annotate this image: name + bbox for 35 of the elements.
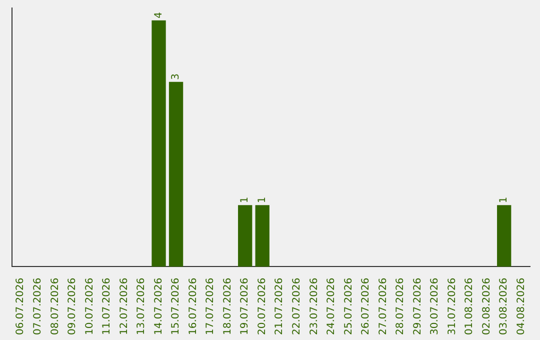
x-tick-label: 02.08.2026 <box>481 278 492 336</box>
x-tick-label: 17.07.2026 <box>205 278 216 336</box>
x-tick-label: 30.07.2026 <box>430 278 441 336</box>
x-tick-label: 01.08.2026 <box>464 278 476 336</box>
x-tick-label: 18.07.2026 <box>222 278 234 336</box>
x-tick-label: 06.07.2026 <box>15 278 26 336</box>
x-tick-label: 26.07.2026 <box>360 278 372 336</box>
x-tick-label: 25.07.2026 <box>343 278 354 336</box>
x-tick-label: 19.07.2026 <box>240 278 251 336</box>
x-tick-label: 24.07.2026 <box>326 278 338 336</box>
x-tick-label: 08.07.2026 <box>50 278 61 336</box>
x-tick-label: 09.07.2026 <box>67 278 78 336</box>
x-tick-label: 13.07.2026 <box>136 278 148 336</box>
x-tick-label: 20.07.2026 <box>256 278 268 336</box>
x-tick-label: 16.07.2026 <box>188 278 199 336</box>
x-tick-label: 31.07.2026 <box>446 278 458 336</box>
x-tick-label: 15.07.2026 <box>170 278 182 336</box>
x-tick-label: 04.08.2026 <box>516 278 527 336</box>
data-label: 1 <box>256 196 268 204</box>
x-tick-label: 28.07.2026 <box>395 278 406 336</box>
x-tick-label: 14.07.2026 <box>153 278 164 336</box>
x-tick-label: 11.07.2026 <box>102 278 113 336</box>
x-tick-label: 21.07.2026 <box>274 278 286 336</box>
x-tick-label: 29.07.2026 <box>412 278 424 336</box>
data-label: 3 <box>170 74 182 80</box>
x-tick-label: 22.07.2026 <box>291 278 302 336</box>
data-label: 1 <box>498 196 510 204</box>
x-tick-label: 27.07.2026 <box>378 278 389 336</box>
x-tick-label: 12.07.2026 <box>118 278 130 336</box>
x-tick-label: 07.07.2026 <box>32 278 44 336</box>
x-tick-label: 03.08.2026 <box>498 278 510 336</box>
x-tick-label: 23.07.2026 <box>308 278 320 336</box>
x-tick-label: 10.07.2026 <box>84 278 96 336</box>
data-label: 4 <box>153 12 164 18</box>
data-label: 1 <box>240 196 251 204</box>
